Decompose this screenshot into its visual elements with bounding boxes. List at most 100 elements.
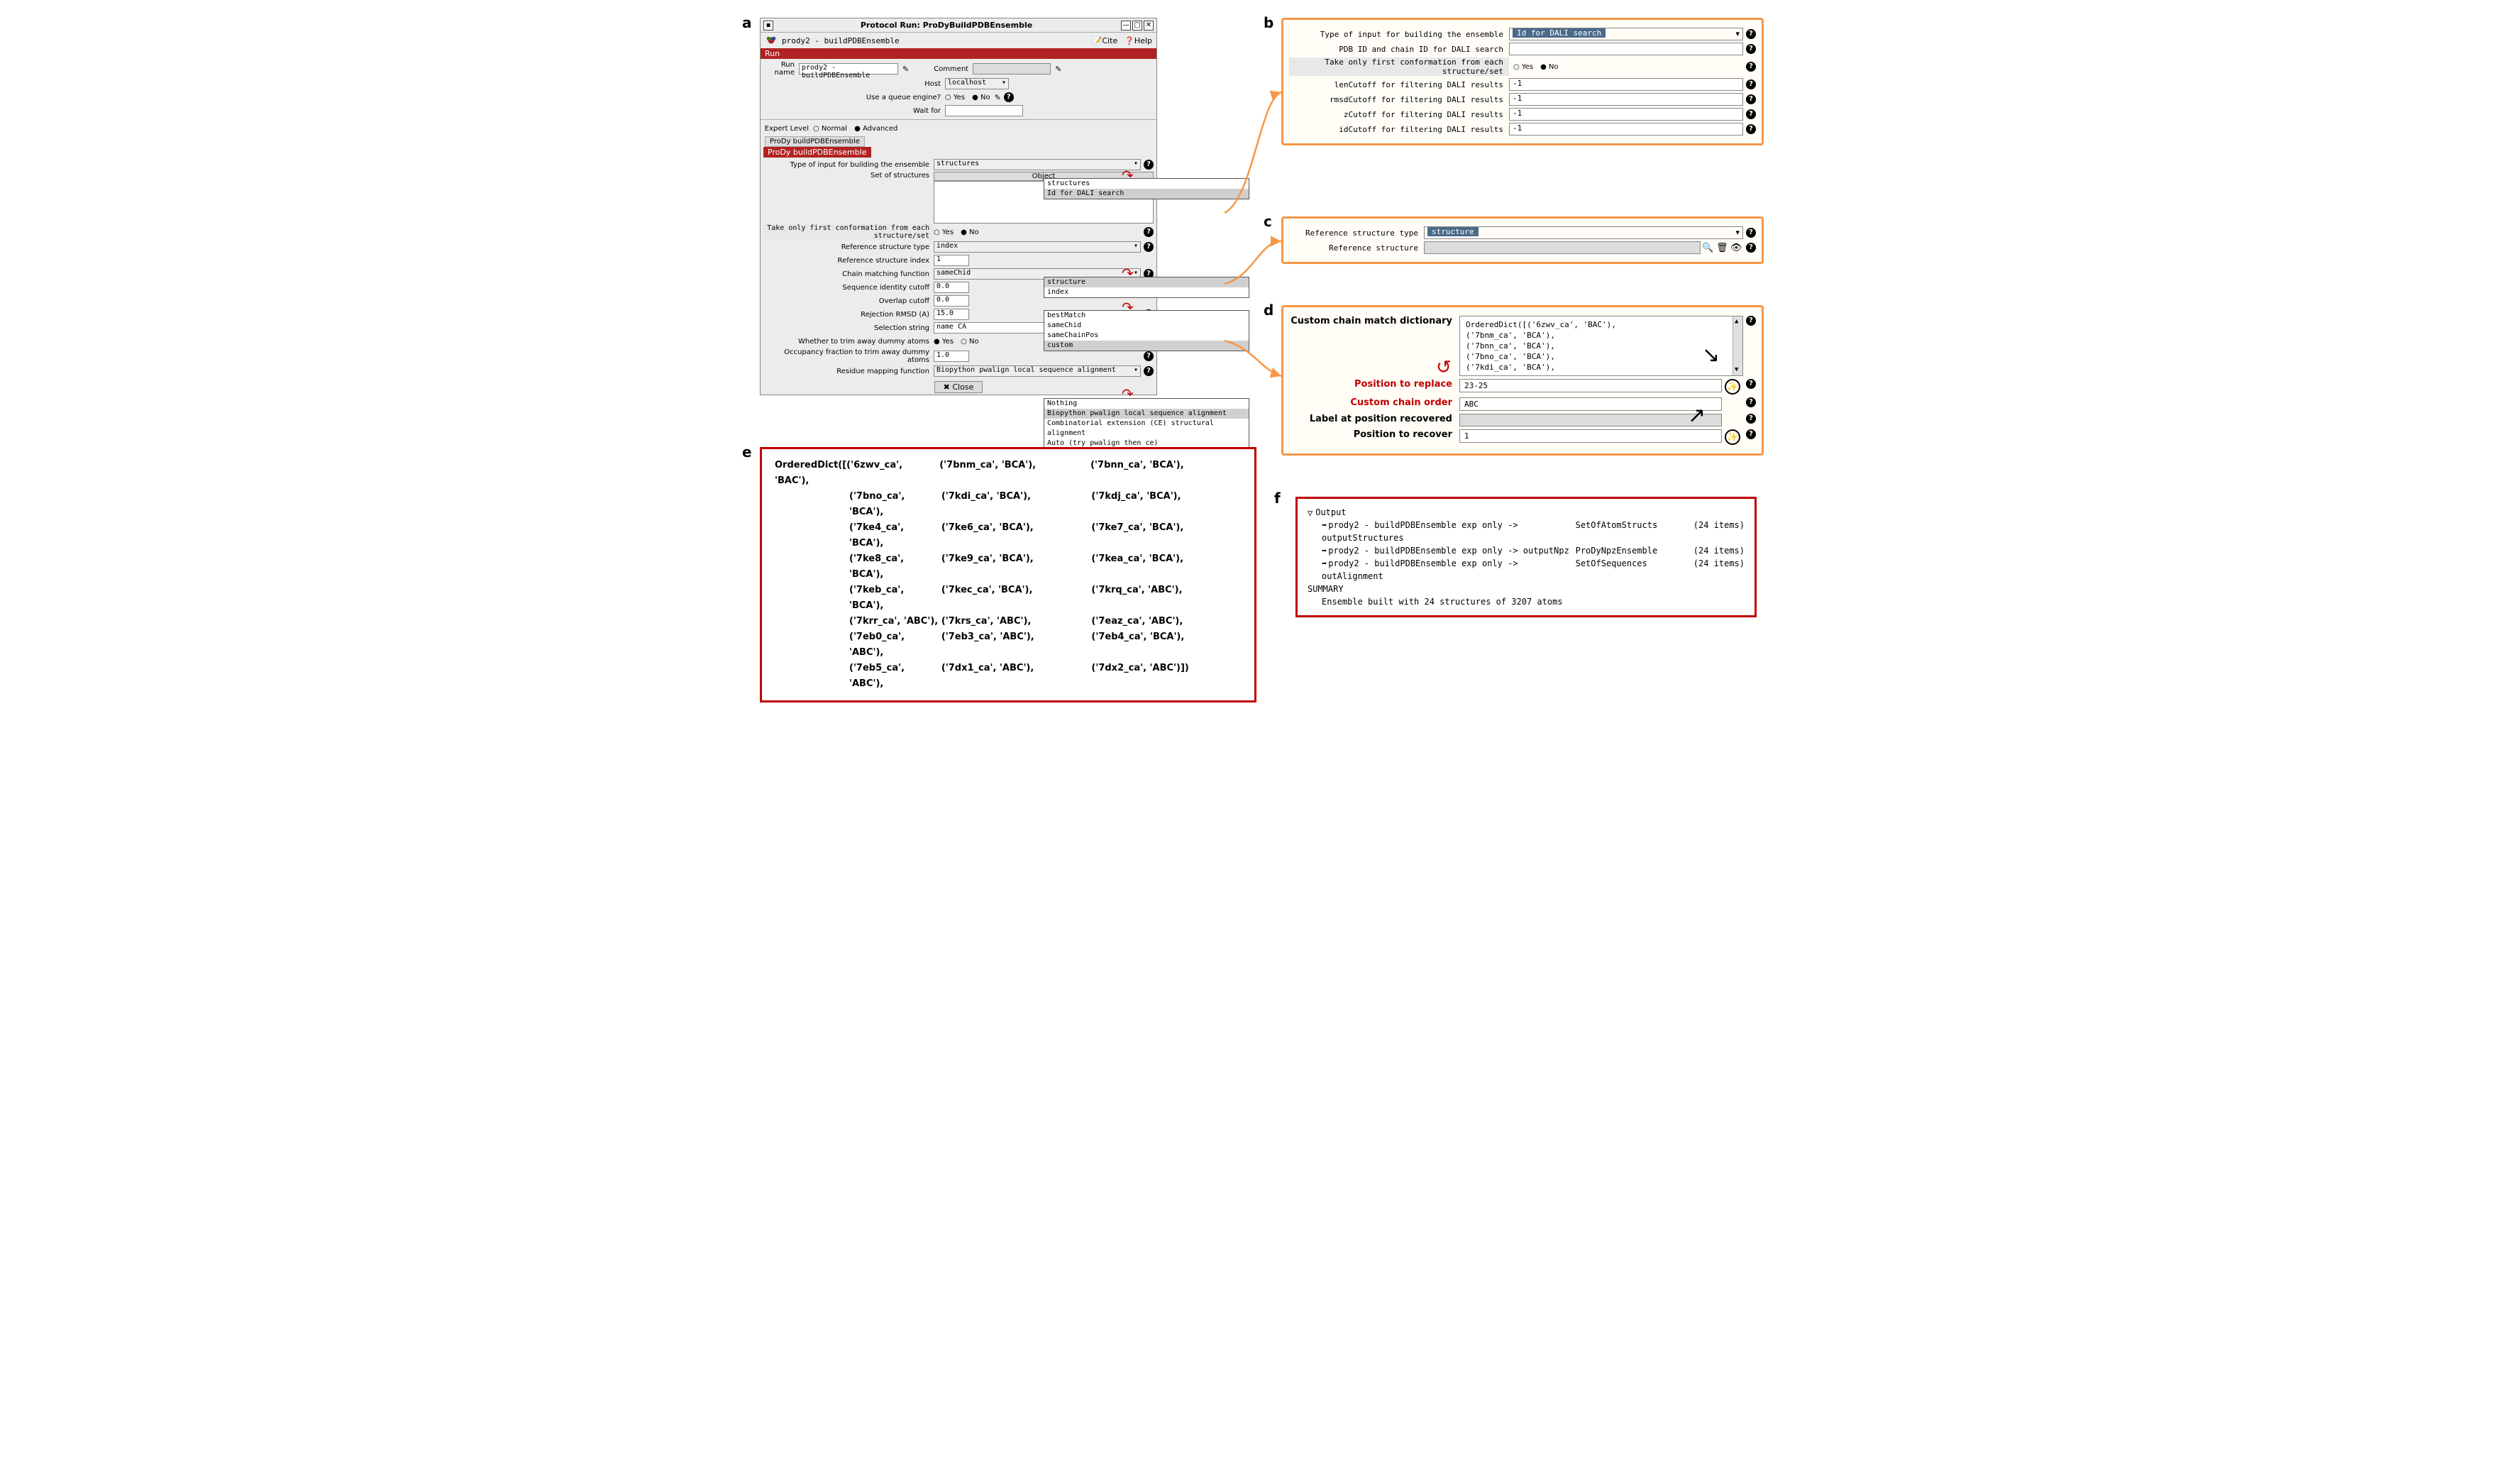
- help-icon[interactable]: ?: [1746, 397, 1756, 407]
- trim-radio[interactable]: YesNo: [934, 338, 979, 346]
- dict-row: ('7keb_ca', 'BCA'),('7kec_ca', 'BCA'),('…: [775, 583, 1242, 614]
- panel-e: OrderedDict([('6zwv_ca', 'BAC'),('7bnm_c…: [760, 447, 1256, 703]
- arrow-icon: ↷: [1122, 299, 1134, 316]
- help-icon[interactable]: ?: [1746, 243, 1756, 253]
- queue-radio[interactable]: YesNo: [945, 94, 990, 101]
- inputtype-select[interactable]: structures: [934, 159, 1141, 170]
- arrow-icon: ↷: [1122, 385, 1134, 402]
- d-chainorder-label: Custom chain order: [1289, 397, 1459, 408]
- b-z-field[interactable]: -1: [1509, 108, 1743, 121]
- wand-button-circled[interactable]: ✨: [1725, 379, 1740, 395]
- inputtype-label: Type of input for building the ensemble: [763, 161, 934, 169]
- d-posreplace-field[interactable]: 23-25: [1459, 379, 1722, 392]
- help-icon[interactable]: ?: [1144, 160, 1154, 170]
- help-icon[interactable]: ?: [1746, 414, 1756, 424]
- help-icon[interactable]: ?: [1746, 379, 1756, 389]
- b-firstconf-radio[interactable]: YesNo: [1513, 63, 1559, 71]
- tab-buildpdbensemble[interactable]: ProDy buildPDBEnsemble: [765, 136, 865, 147]
- help-icon[interactable]: ?: [1144, 351, 1154, 361]
- panel-a: ▪ Protocol Run: ProDyBuildPDBEnsemble — …: [760, 18, 1157, 395]
- scrollbar[interactable]: [1732, 316, 1742, 375]
- chainfn-dropdown[interactable]: bestMatch sameChid sameChainPos custom: [1044, 310, 1249, 351]
- seqid-field[interactable]: 0.0: [934, 282, 969, 293]
- b-len-field[interactable]: -1: [1509, 78, 1743, 91]
- d-labelrec-field[interactable]: [1459, 414, 1722, 426]
- output-row: ➡prody2 - buildPDBEnsemble exp only -> o…: [1322, 557, 1745, 583]
- inputtype-dropdown[interactable]: structures Id for DALI search: [1044, 178, 1249, 199]
- d-dict-area[interactable]: OrderedDict([('6zwv_ca', 'BAC'), ('7bnm_…: [1459, 316, 1743, 376]
- d-chainorder-field[interactable]: ABC: [1459, 397, 1722, 411]
- host-label: Host: [763, 80, 945, 88]
- panel-f: ▽Output ➡prody2 - buildPDBEnsemble exp o…: [1295, 497, 1757, 617]
- protocol-tab-title: prody2 - buildPDBEnsemble: [782, 36, 900, 45]
- rejrmsd-field[interactable]: 15.0: [934, 309, 969, 320]
- reftype-select[interactable]: index: [934, 241, 1141, 253]
- sys-menu-icon[interactable]: ▪: [763, 21, 773, 31]
- edit-icon[interactable]: ✎: [902, 65, 909, 74]
- c-refstruct-field[interactable]: [1424, 241, 1701, 254]
- mapfn-dropdown[interactable]: Nothing Biopython pwalign local sequence…: [1044, 398, 1249, 449]
- occ-field[interactable]: 1.0: [934, 351, 969, 362]
- run-name-field[interactable]: prody2 - buildPDBEnsemble: [799, 63, 898, 75]
- b-rmsd-label: rmsdCutoff for filtering DALI results: [1289, 95, 1509, 104]
- help-icon[interactable]: ?: [1746, 429, 1756, 439]
- comment-field[interactable]: [973, 63, 1051, 75]
- d-labelrec-label: Label at position recovered: [1289, 414, 1459, 424]
- expert-radio[interactable]: NormalAdvanced: [813, 125, 897, 133]
- help-icon[interactable]: ?: [1746, 316, 1756, 326]
- host-select[interactable]: localhost: [945, 78, 1009, 89]
- wand-button-circled[interactable]: ✨: [1725, 429, 1740, 445]
- b-inputtype-select[interactable]: Id for DALI search: [1509, 28, 1743, 40]
- reftype-dropdown[interactable]: structure index: [1044, 277, 1249, 298]
- waitfor-field[interactable]: [945, 105, 1023, 116]
- output-row: ➡prody2 - buildPDBEnsemble exp only -> o…: [1322, 519, 1745, 544]
- panel-f-label: f: [1274, 490, 1281, 507]
- help-icon[interactable]: ?: [1144, 227, 1154, 237]
- b-pdbid-field[interactable]: [1509, 43, 1743, 55]
- cite-link[interactable]: 📝Cite: [1093, 36, 1118, 45]
- help-icon[interactable]: ?: [1746, 62, 1756, 72]
- trash-icon[interactable]: 🗑: [1716, 243, 1728, 253]
- help-icon[interactable]: ?: [1746, 44, 1756, 54]
- d-posrec-field[interactable]: 1: [1459, 429, 1722, 443]
- c-reftype-select[interactable]: structure: [1424, 226, 1743, 239]
- search-icon[interactable]: 🔍: [1702, 243, 1713, 253]
- ovl-field[interactable]: 0.0: [934, 295, 969, 307]
- arrow-icon: ↺: [1436, 357, 1452, 378]
- edit-icon[interactable]: ✎: [995, 93, 1001, 102]
- eye-icon[interactable]: 👁: [1730, 243, 1742, 253]
- close-button[interactable]: ✕: [1144, 21, 1154, 31]
- b-z-label: zCutoff for filtering DALI results: [1289, 110, 1509, 119]
- dict-row: ('7eb0_ca', 'ABC'),('7eb3_ca', 'ABC'),('…: [775, 629, 1242, 661]
- minimize-button[interactable]: —: [1121, 21, 1131, 31]
- panel-d: Custom chain match dictionary OrderedDic…: [1281, 305, 1764, 456]
- b-id-field[interactable]: -1: [1509, 123, 1743, 136]
- help-icon[interactable]: ?: [1144, 242, 1154, 252]
- maximize-button[interactable]: ▢: [1132, 21, 1142, 31]
- edit-icon[interactable]: ✎: [1055, 65, 1061, 74]
- help-icon[interactable]: ?: [1746, 124, 1756, 134]
- arrow-icon: ↷: [1122, 265, 1134, 282]
- b-inputtype-label: Type of input for building the ensemble: [1289, 30, 1509, 39]
- comment-label: Comment: [909, 65, 973, 73]
- refidx-label: Reference structure index: [763, 257, 934, 265]
- chainfn-label: Chain matching function: [763, 270, 934, 278]
- help-link[interactable]: ❓Help: [1124, 36, 1152, 45]
- refidx-field[interactable]: 1: [934, 255, 969, 266]
- dict-row: ('7krr_ca', 'ABC'),('7krs_ca', 'ABC'),('…: [775, 614, 1242, 629]
- help-icon[interactable]: ?: [1746, 228, 1756, 238]
- help-icon[interactable]: ?: [1746, 94, 1756, 104]
- b-rmsd-field[interactable]: -1: [1509, 93, 1743, 106]
- close-button[interactable]: ✖ Close: [934, 381, 983, 393]
- d-dict-label: Custom chain match dictionary: [1289, 316, 1459, 326]
- firstconf-radio[interactable]: YesNo: [934, 228, 979, 236]
- help-icon[interactable]: ?: [1004, 92, 1014, 102]
- c-refstruct-label: Reference structure: [1289, 243, 1424, 253]
- mapfn-select[interactable]: Biopython pwalign local sequence alignme…: [934, 365, 1141, 377]
- help-icon[interactable]: ?: [1144, 366, 1154, 376]
- help-icon[interactable]: ?: [1746, 29, 1756, 39]
- help-icon[interactable]: ?: [1746, 109, 1756, 119]
- occ-label: Occupancy fraction to trim away dummy at…: [763, 348, 934, 364]
- help-icon[interactable]: ?: [1746, 79, 1756, 89]
- chevron-down-icon[interactable]: ▽: [1308, 507, 1312, 519]
